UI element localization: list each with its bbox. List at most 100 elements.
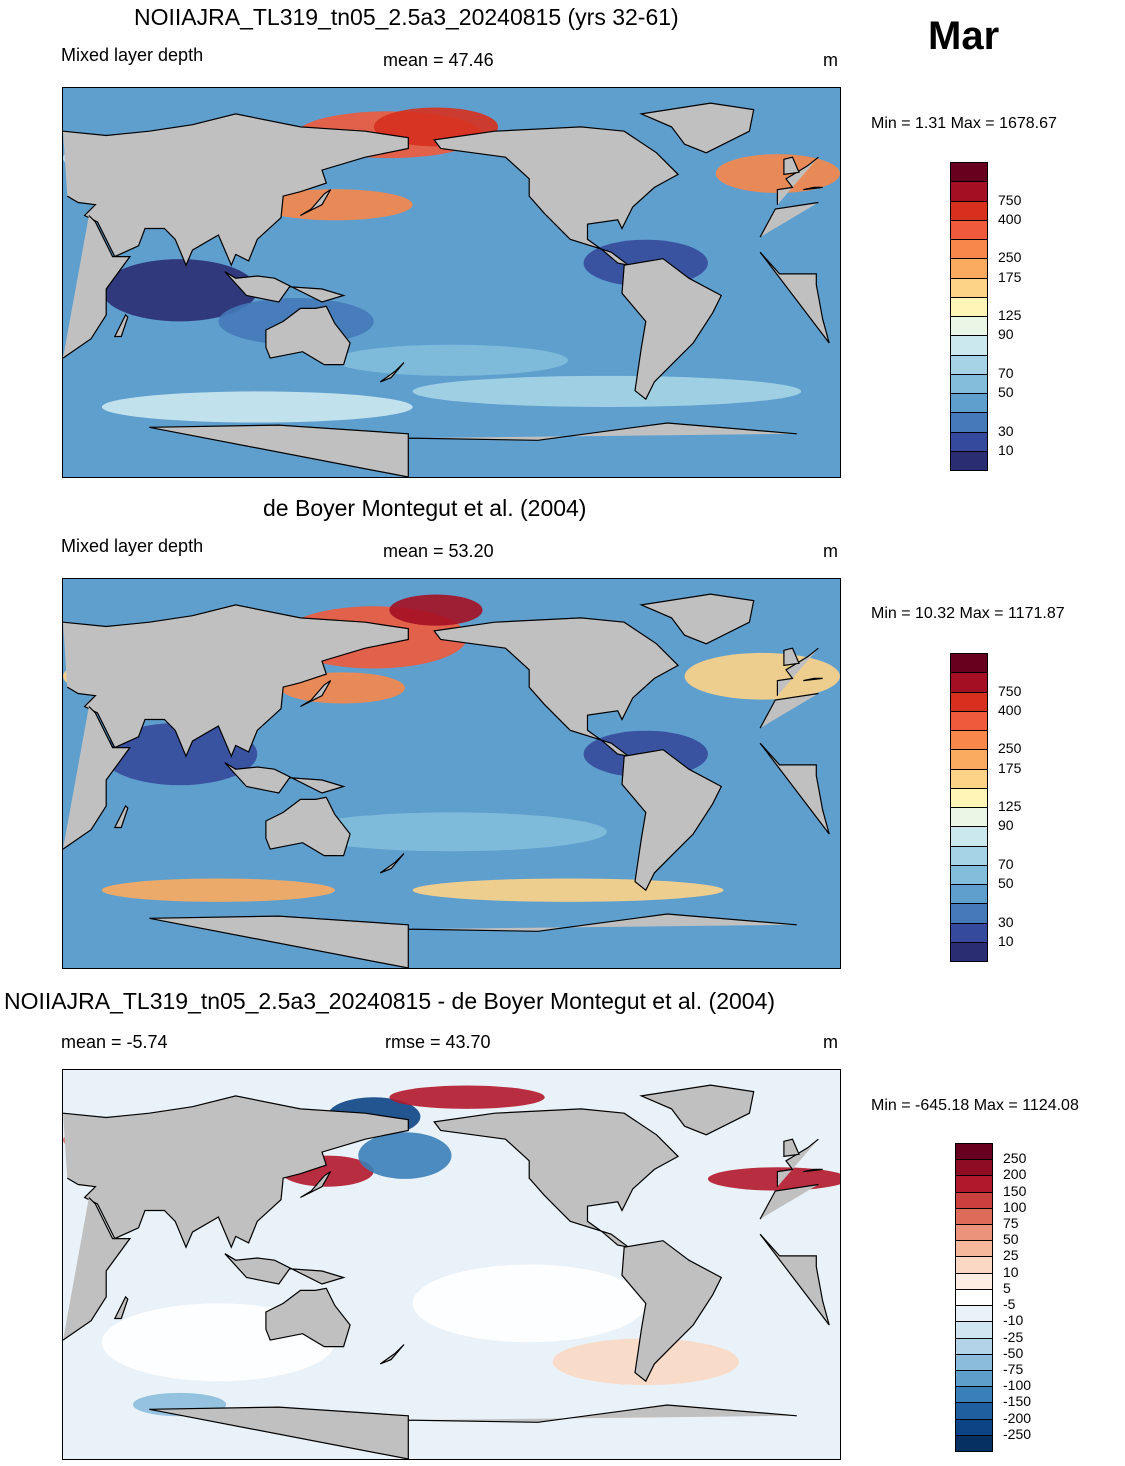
colorbar-tick-label: 400 xyxy=(998,210,1022,227)
field-feature xyxy=(101,259,258,322)
colorbar-swatch xyxy=(950,807,988,828)
land-mass xyxy=(63,201,830,359)
colorbar-tick-label: 75 xyxy=(1003,1215,1019,1232)
colorbar-swatch xyxy=(950,200,988,221)
land-mass xyxy=(63,1095,823,1249)
colorbar-swatch xyxy=(950,162,988,183)
field-feature xyxy=(389,1085,545,1109)
colorbar-tick-label: 90 xyxy=(998,326,1014,343)
panel3-rmse-label: rmse = 43.70 xyxy=(385,1032,491,1052)
land-mass xyxy=(433,1108,680,1248)
field-feature xyxy=(101,722,258,786)
land-mass xyxy=(621,1240,723,1383)
land-mass xyxy=(224,271,346,303)
field-feature xyxy=(715,154,840,194)
colorbar-swatch xyxy=(950,922,988,943)
land-mass xyxy=(379,1344,405,1365)
colorbar-swatch xyxy=(950,316,988,337)
land-mass xyxy=(63,692,830,850)
land-mass xyxy=(433,126,680,266)
colorbar-swatch xyxy=(950,941,988,962)
colorbar-swatch xyxy=(955,1240,993,1258)
panel1-colorbar: 750 400 250 175 125 90 70 50 30 10 xyxy=(950,162,1050,471)
colorbar-tick-label: 25 xyxy=(1003,1247,1019,1264)
colorbar-tick-label: 30 xyxy=(998,422,1014,439)
colorbar-swatch xyxy=(955,1288,993,1307)
land-mass xyxy=(149,1404,797,1459)
land-mass xyxy=(265,1287,351,1348)
land-mass xyxy=(433,617,680,757)
colorbar-tick-label: 250 xyxy=(1003,1150,1027,1167)
land-mass xyxy=(113,1295,129,1320)
field-feature xyxy=(101,878,335,902)
colorbar-swatch xyxy=(950,181,988,202)
land-mass xyxy=(783,647,800,667)
colorbar-swatch xyxy=(955,1418,993,1436)
land-mass xyxy=(783,1138,800,1158)
land-mass xyxy=(379,362,405,383)
colorbar-swatch xyxy=(950,239,988,260)
colorbar-swatch xyxy=(950,412,988,433)
colorbar-swatch xyxy=(955,1353,993,1371)
field-feature xyxy=(684,652,840,700)
land-mass xyxy=(149,913,797,968)
colorbar-tick-label: 175 xyxy=(998,268,1022,285)
colorbar-tick-label: 150 xyxy=(1003,1182,1027,1199)
land-mass xyxy=(113,804,129,829)
field-feature xyxy=(101,391,413,423)
land-mass xyxy=(63,604,823,758)
colorbar-swatch xyxy=(950,730,988,751)
colorbar-swatch xyxy=(950,450,988,471)
colorbar-tick-label: 50 xyxy=(998,875,1014,891)
colorbar-swatch xyxy=(955,1207,993,1226)
colorbar-tick-label: 70 xyxy=(998,364,1014,381)
panel1-minmax: Min = 1.31 Max = 1678.67 xyxy=(871,115,1057,132)
land-mass xyxy=(379,853,405,874)
panel1-map-graphic xyxy=(63,88,840,477)
panel1-left-label: Mixed layer depth xyxy=(61,45,204,65)
panel3-colorbar: 250 200 150 100 75 50 25 10 5 -5 -10 -25 -50 -75 -100-… xyxy=(955,1143,1055,1452)
colorbar-tick-label: -75 xyxy=(1003,1360,1024,1377)
panel1-mean-label: mean = 47.46 xyxy=(383,50,494,70)
panel3-title: NOIIAJRA_TL319_tn05_2.5a3_20240815 - de … xyxy=(4,988,776,1014)
colorbar-tick-label: 250 xyxy=(998,249,1022,266)
panel2-map-graphic xyxy=(63,579,840,968)
panel3-unit-label: m xyxy=(823,1032,838,1052)
colorbar-swatch xyxy=(950,672,988,693)
colorbar-swatch xyxy=(950,296,988,317)
colorbar-tick-label: 200 xyxy=(1003,1166,1027,1183)
colorbar-swatch xyxy=(950,258,988,279)
panel3-mean-label: mean = -5.74 xyxy=(61,1032,168,1052)
colorbar-swatch xyxy=(955,1159,993,1177)
colorbar-swatch xyxy=(955,1321,993,1339)
land-mass xyxy=(300,1171,332,1199)
land-mass xyxy=(149,422,797,477)
colorbar-tick-label: 100 xyxy=(1003,1198,1027,1215)
land-mass xyxy=(639,1084,755,1136)
colorbar-swatch xyxy=(955,1256,993,1274)
colorbar-swatch xyxy=(950,826,988,847)
land-mass xyxy=(621,258,723,401)
colorbar-tick-label: -50 xyxy=(1003,1344,1024,1361)
panel2-colorbar: 750 400 250 175 125 90 70 50 30 10 xyxy=(950,653,1050,962)
colorbar-tick-label: 10 xyxy=(998,932,1014,949)
colorbar-swatch xyxy=(950,845,988,866)
colorbar-tick-label: 10 xyxy=(1003,1263,1019,1280)
colorbar-swatch xyxy=(950,884,988,905)
land-mass xyxy=(63,1183,830,1341)
colorbar-tick-label: -5 xyxy=(1003,1296,1016,1313)
field-feature xyxy=(334,344,569,376)
field-feature xyxy=(389,594,483,626)
panel2-title: de Boyer Montegut et al. (2004) xyxy=(263,495,587,521)
land-mass xyxy=(265,796,351,857)
colorbar-tick-label: -25 xyxy=(1003,1328,1024,1345)
colorbar-swatch xyxy=(950,787,988,808)
colorbar-tick-label: 10 xyxy=(998,441,1014,458)
colorbar-tick-label: 50 xyxy=(998,384,1014,400)
colorbar-tick-label: 30 xyxy=(998,913,1014,930)
land-mass xyxy=(63,113,823,267)
colorbar-tick-label: -150 xyxy=(1003,1393,1032,1410)
colorbar-swatch xyxy=(950,373,988,394)
panel3-minmax: Min = -645.18 Max = 1124.08 xyxy=(871,1097,1079,1114)
colorbar-swatch xyxy=(955,1272,993,1290)
